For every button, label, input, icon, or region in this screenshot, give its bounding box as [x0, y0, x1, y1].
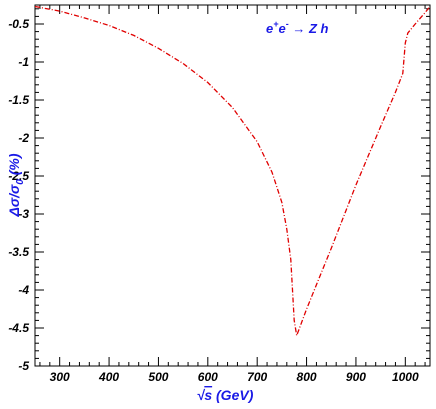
x-tick-label: 400 [98, 370, 119, 384]
tick-labels: 300 400 500 600 700 800 900 1000 -0.5 -1 -1.5 -2 -2.… [8, 17, 419, 384]
series [34, 5, 431, 339]
y-axis-title: Δσ/σ0 (%) [6, 153, 26, 217]
x-tick-label: 1000 [392, 370, 419, 384]
y-tick-label: -1.5 [8, 93, 29, 107]
y-tick-label: -4 [18, 283, 29, 297]
y-tick-label: -2.5 [8, 169, 29, 183]
x-tick-label: 900 [346, 370, 366, 384]
x-axis-title: √s (GeV) [197, 387, 254, 403]
y-tick-label: -3 [18, 207, 29, 221]
x-tick-label: 800 [297, 370, 317, 384]
y-tick-label: -4.5 [8, 321, 29, 335]
x-tick-label: 600 [198, 370, 218, 384]
y-tick-label: -5 [18, 359, 29, 373]
y-tick-label: -1 [18, 55, 29, 69]
x-tick-label: 700 [247, 370, 267, 384]
y-tick-label: -0.5 [8, 17, 29, 31]
ticks [35, 5, 430, 367]
x-tick-label: 500 [148, 370, 168, 384]
y-tick-label: -2 [18, 131, 29, 145]
series-line [34, 5, 431, 339]
annotation: e+e- → Z h [266, 19, 329, 36]
x-tick-label: 300 [50, 370, 70, 384]
plot-frame [34, 4, 431, 367]
y-tick-label: -3.5 [8, 245, 29, 259]
